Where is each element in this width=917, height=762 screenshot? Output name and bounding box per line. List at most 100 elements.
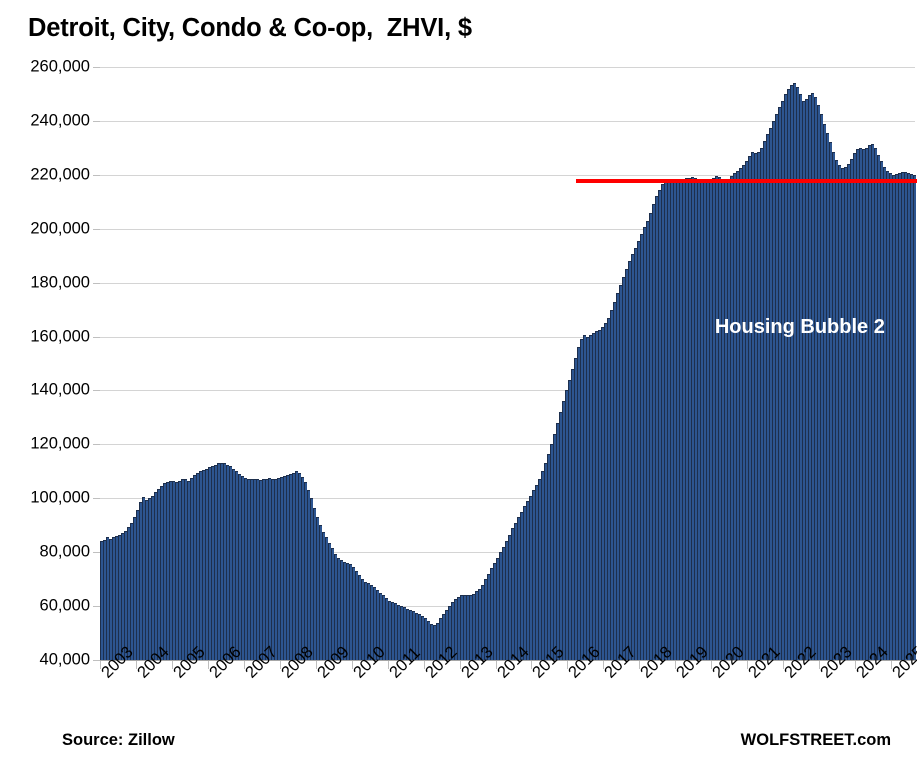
- bar: [403, 607, 406, 660]
- bar: [157, 488, 160, 660]
- bar: [451, 602, 454, 660]
- x-tick: [891, 661, 893, 669]
- bar: [481, 584, 484, 660]
- y-axis-tick-label: 220,000: [30, 165, 90, 184]
- bar: [817, 104, 820, 660]
- x-tick: [459, 661, 461, 669]
- y-axis-tick-label: 120,000: [30, 434, 90, 453]
- bar: [400, 606, 403, 660]
- y-axis-tick-label: 160,000: [30, 327, 90, 346]
- bar: [397, 604, 400, 660]
- bar: [847, 164, 850, 660]
- bar: [226, 464, 229, 660]
- bar: [487, 573, 490, 660]
- bar: [622, 277, 625, 660]
- bar: [754, 152, 757, 660]
- bar: [586, 336, 589, 660]
- bar: [472, 593, 475, 660]
- x-tick: [315, 661, 317, 669]
- x-tick: [567, 661, 569, 669]
- bar: [556, 422, 559, 660]
- bar: [637, 240, 640, 660]
- bar: [895, 174, 898, 660]
- bar: [544, 463, 547, 660]
- bar: [463, 594, 466, 660]
- bar: [856, 149, 859, 660]
- bar: [805, 99, 808, 660]
- bar: [715, 176, 718, 660]
- bar: [619, 285, 622, 660]
- bar: [826, 133, 829, 660]
- y-tick: [93, 120, 100, 122]
- bar: [835, 160, 838, 660]
- bar: [169, 480, 172, 660]
- bar: [178, 480, 181, 660]
- bar: [292, 472, 295, 660]
- bar: [262, 479, 265, 660]
- bar: [364, 581, 367, 660]
- bar: [577, 347, 580, 660]
- x-tick: [819, 661, 821, 669]
- bar: [244, 478, 247, 660]
- bar: [745, 161, 748, 660]
- bar: [877, 154, 880, 660]
- bar: [445, 610, 448, 660]
- bar: [220, 462, 223, 660]
- bar: [202, 469, 205, 660]
- bar: [613, 301, 616, 660]
- bar: [496, 557, 499, 660]
- bar: [130, 522, 133, 660]
- bar: [382, 595, 385, 660]
- bar: [478, 588, 481, 660]
- bar: [685, 178, 688, 660]
- bar: [112, 537, 115, 660]
- bar: [634, 247, 637, 660]
- bar: [814, 96, 817, 660]
- bar: [886, 170, 889, 660]
- bar: [769, 127, 772, 660]
- bar: [196, 472, 199, 660]
- bar: [205, 468, 208, 660]
- y-axis-tick-label: 200,000: [30, 219, 90, 238]
- bar: [538, 479, 541, 660]
- bar: [109, 538, 112, 660]
- bar: [850, 158, 853, 660]
- bar: [541, 471, 544, 660]
- page-title: Detroit, City, Condo & Co-op, ZHVI, $: [28, 14, 472, 42]
- bar: [514, 522, 517, 660]
- bar: [415, 612, 418, 660]
- bar: [742, 165, 745, 660]
- bar: [568, 379, 571, 660]
- bar: [841, 168, 844, 660]
- bar: [811, 92, 814, 660]
- bar: [343, 561, 346, 660]
- bar: [172, 480, 175, 660]
- y-axis-label-group: 260,000 240,000 220,000 200,000 180,000 160,0…: [0, 58, 90, 669]
- bar: [145, 499, 148, 660]
- bar: [517, 517, 520, 660]
- y-axis-tick-label: 80,000: [39, 542, 90, 561]
- y-axis-tick-label: 240,000: [30, 111, 90, 130]
- y-axis-tick-label: 100,000: [30, 488, 90, 507]
- bar: [655, 196, 658, 660]
- bar: [550, 444, 553, 660]
- bar: [283, 476, 286, 660]
- bar: [661, 184, 664, 660]
- bar: [901, 172, 904, 660]
- bar: [301, 476, 304, 660]
- bar: [796, 87, 799, 660]
- bar: [859, 148, 862, 660]
- x-tick: [387, 661, 389, 669]
- bar: [892, 174, 895, 660]
- bar: [553, 433, 556, 660]
- bar: [523, 506, 526, 660]
- bar: [388, 600, 391, 660]
- bar: [565, 390, 568, 660]
- bar: [289, 474, 292, 660]
- bar: [913, 174, 916, 660]
- bar: [865, 148, 868, 660]
- bar: [412, 611, 415, 660]
- bar: [427, 620, 430, 660]
- bar: [235, 471, 238, 660]
